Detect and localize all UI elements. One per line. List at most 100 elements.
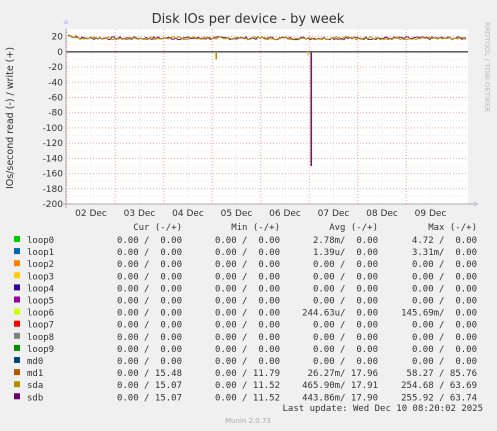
legend-cur-loop0: 0.00 / 0.00: [117, 236, 182, 246]
x-ticks: 02 Dec 03 Dec 04 Dec 05 Dec 06 Dec 07 Dec 08 D…: [75, 209, 446, 219]
legend-swatch-sdb: [14, 393, 20, 400]
legend-max-loop5: 0.00 / 0.00: [412, 297, 477, 307]
x-tick-label: 02 Dec: [75, 209, 107, 219]
legend-swatch-md1: [14, 369, 20, 376]
series-lines: [66, 34, 468, 166]
legend-min-md1: 0.00 / 11.79: [215, 369, 280, 379]
legend-name-loop2: loop2: [27, 260, 54, 270]
y-tick-label: -140: [43, 154, 64, 164]
x-tick-label: 09 Dec: [415, 209, 447, 219]
legend-swatch-loop7: [14, 320, 20, 327]
legend-min-loop6: 0.00 / 0.00: [215, 309, 280, 319]
legend-max-loop3: 0.00 / 0.00: [412, 272, 477, 282]
legend-max-loop4: 0.00 / 0.00: [412, 284, 477, 294]
legend-swatch-md0: [14, 357, 20, 363]
x-tick-label: 08 Dec: [366, 209, 398, 219]
legend-cur-loop9: 0.00 / 0.00: [117, 345, 182, 355]
legend-cur-loop8: 0.00 / 0.00: [117, 333, 182, 343]
legend-avg-md0: 0.00 / 0.00: [313, 357, 378, 367]
legend-name-md0: md0: [27, 357, 43, 367]
legend-avg-loop2: 0.00 / 0.00: [313, 260, 378, 270]
legend-cur-loop2: 0.00 / 0.00: [117, 260, 182, 270]
y-axis-arrow-icon: [63, 19, 69, 24]
y-tick-label: 0: [57, 48, 63, 58]
legend-cur-md0: 0.00 / 0.00: [117, 357, 182, 367]
legend-avg-loop4: 0.00 / 0.00: [313, 284, 378, 294]
x-tick-label: 07 Dec: [318, 209, 350, 219]
legend-name-loop7: loop7: [27, 321, 54, 331]
legend-min-loop9: 0.00 / 0.00: [215, 345, 280, 355]
legend-name-loop5: loop5: [27, 297, 54, 307]
x-axis-arrow-icon: [474, 201, 479, 207]
legend-name-md1: md1: [27, 369, 43, 379]
series-line-sda: [67, 34, 467, 41]
y-tick-label: -20: [48, 63, 63, 73]
legend-min-md0: 0.00 / 0.00: [215, 357, 280, 367]
legend-min-loop7: 0.00 / 0.00: [215, 321, 280, 331]
legend-swatch-loop9: [14, 344, 20, 351]
legend-max-md1: 58.27 / 85.76: [407, 369, 477, 379]
legend-header-min: Min (-/+): [231, 223, 280, 233]
x-tick-label: 03 Dec: [124, 209, 156, 219]
legend-name-loop3: loop3: [27, 272, 54, 282]
y-tick-label: -80: [48, 109, 63, 119]
legend-avg-sdb: 443.86m/ 17.90: [302, 393, 378, 403]
y-tick-label: -40: [48, 78, 63, 88]
y-tick-label: -120: [43, 139, 64, 149]
legend-swatch-loop0: [14, 236, 20, 242]
legend-swatch-loop4: [14, 284, 20, 291]
legend-cur-md1: 0.00 / 15.48: [117, 369, 182, 379]
legend-avg-loop7: 0.00 / 0.00: [313, 321, 378, 331]
legend-min-loop5: 0.00 / 0.00: [215, 297, 280, 307]
legend-cur-loop5: 0.00 / 0.00: [117, 297, 182, 307]
legend-max-sdb: 255.92 / 63.74: [401, 393, 477, 403]
rrdtool-credit: RRDTOOL / TOBI OETIKER: [483, 22, 491, 112]
legend-avg-loop0: 2.78m/ 0.00: [313, 236, 378, 246]
legend-name-loop0: loop0: [27, 236, 54, 246]
y-tick-label: -160: [43, 170, 64, 180]
legend-cur-loop1: 0.00 / 0.00: [117, 248, 182, 258]
grid: [66, 28, 468, 205]
legend-cur-sda: 0.00 / 15.07: [117, 381, 182, 391]
legend-max-loop9: 0.00 / 0.00: [412, 345, 477, 355]
legend: Cur (-/+) Min (-/+) Avg (-/+) Max (-/+) loop…: [14, 223, 483, 414]
legend-name-loop8: loop8: [27, 333, 54, 343]
legend-min-loop1: 0.00 / 0.00: [215, 248, 280, 258]
legend-header-avg: Avg (-/+): [329, 223, 378, 233]
legend-max-loop6: 145.69m/ 0.00: [401, 309, 477, 319]
y-ticks: 20 0 -20 -40 -60 -80 -100 -120 -140 -160 -180 -200: [43, 33, 64, 210]
y-tick-label: -100: [43, 124, 64, 134]
legend-header-cur: Cur (-/+): [133, 223, 182, 233]
legend-name-loop9: loop9: [27, 345, 54, 355]
y-axis-label: IOs/second read (-) / write (+): [5, 47, 16, 189]
legend-max-loop2: 0.00 / 0.00: [412, 260, 477, 270]
legend-max-sda: 254.68 / 63.69: [401, 381, 477, 391]
legend-swatch-loop1: [14, 248, 20, 255]
legend-header-max: Max (-/+): [428, 223, 477, 233]
legend-max-loop0: 4.72 / 0.00: [412, 236, 477, 246]
x-tick-label: 04 Dec: [172, 209, 204, 219]
legend-min-loop3: 0.00 / 0.00: [215, 272, 280, 282]
legend-cur-loop6: 0.00 / 0.00: [117, 309, 182, 319]
legend-avg-sda: 465.90m/ 17.91: [302, 381, 378, 391]
legend-swatch-loop3: [14, 272, 20, 279]
legend-cur-loop7: 0.00 / 0.00: [117, 321, 182, 331]
legend-min-loop8: 0.00 / 0.00: [215, 333, 280, 343]
legend-name-sda: sda: [27, 381, 43, 391]
legend-min-sda: 0.00 / 11.52: [215, 381, 280, 391]
legend-min-loop0: 0.00 / 0.00: [215, 236, 280, 246]
legend-swatch-loop8: [14, 332, 20, 339]
y-tick-label: -180: [43, 185, 64, 195]
legend-max-loop1: 3.31m/ 0.00: [412, 248, 477, 258]
legend-max-loop8: 0.00 / 0.00: [412, 333, 477, 343]
legend-cur-sdb: 0.00 / 15.07: [117, 393, 182, 403]
legend-cur-loop4: 0.00 / 0.00: [117, 284, 182, 294]
legend-swatch-loop5: [14, 296, 20, 303]
legend-avg-loop8: 0.00 / 0.00: [313, 333, 378, 343]
y-tick-label: 20: [52, 33, 64, 43]
legend-avg-loop3: 0.00 / 0.00: [313, 272, 378, 282]
legend-swatch-loop6: [14, 308, 20, 315]
legend-name-sdb: sdb: [27, 393, 43, 403]
y-tick-label: -200: [43, 200, 64, 210]
